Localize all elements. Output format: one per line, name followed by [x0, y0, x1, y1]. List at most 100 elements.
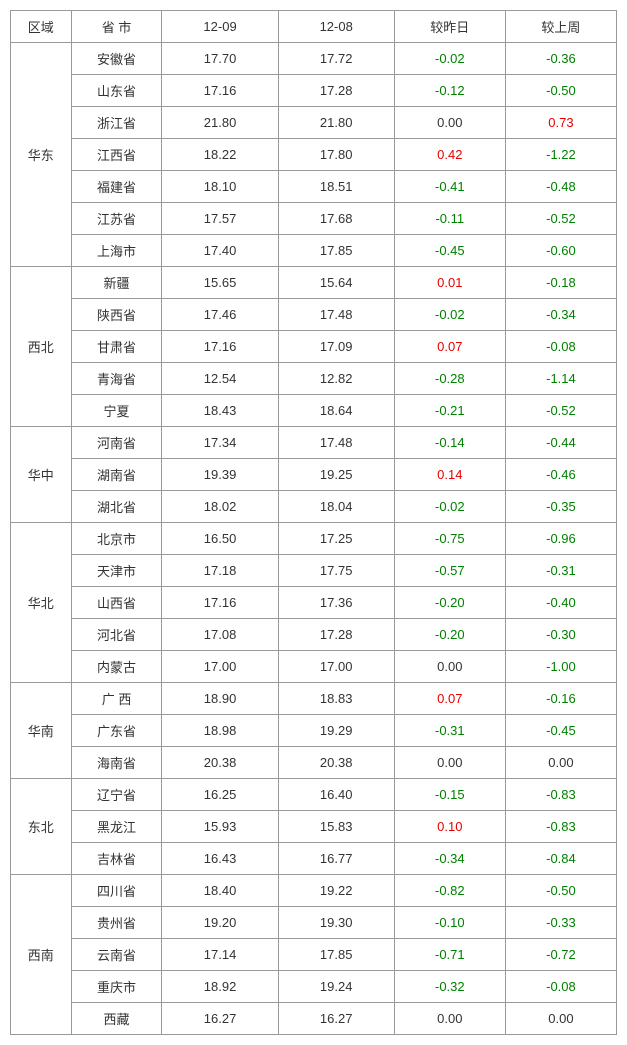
date1-cell: 17.18: [162, 555, 278, 587]
diff-day-cell: -0.14: [394, 427, 505, 459]
diff-week-cell: -0.52: [505, 203, 616, 235]
date1-cell: 17.34: [162, 427, 278, 459]
province-cell: 天津市: [71, 555, 162, 587]
date2-cell: 17.36: [278, 587, 394, 619]
diff-day-cell: -0.11: [394, 203, 505, 235]
date1-cell: 17.08: [162, 619, 278, 651]
diff-day-cell: -0.57: [394, 555, 505, 587]
date2-cell: 19.29: [278, 715, 394, 747]
province-cell: 江苏省: [71, 203, 162, 235]
date1-cell: 17.14: [162, 939, 278, 971]
header-diff-day: 较昨日: [394, 11, 505, 43]
province-cell: 西藏: [71, 1003, 162, 1035]
diff-week-cell: -0.18: [505, 267, 616, 299]
date2-cell: 17.09: [278, 331, 394, 363]
region-cell: 东北: [11, 779, 72, 875]
diff-day-cell: 0.07: [394, 683, 505, 715]
diff-day-cell: 0.14: [394, 459, 505, 491]
province-cell: 贵州省: [71, 907, 162, 939]
diff-day-cell: -0.28: [394, 363, 505, 395]
diff-day-cell: -0.82: [394, 875, 505, 907]
table-header: 区域 省 市 12-09 12-08 较昨日 较上周: [11, 11, 617, 43]
date2-cell: 17.28: [278, 619, 394, 651]
diff-week-cell: 0.73: [505, 107, 616, 139]
table-row: 云南省17.1417.85-0.71-0.72: [11, 939, 617, 971]
table-row: 陕西省17.4617.48-0.02-0.34: [11, 299, 617, 331]
date2-cell: 17.68: [278, 203, 394, 235]
date1-cell: 17.40: [162, 235, 278, 267]
diff-week-cell: -0.50: [505, 875, 616, 907]
diff-day-cell: -0.02: [394, 299, 505, 331]
diff-week-cell: -0.40: [505, 587, 616, 619]
table-row: 上海市17.4017.85-0.45-0.60: [11, 235, 617, 267]
table-row: 山东省17.1617.28-0.12-0.50: [11, 75, 617, 107]
date2-cell: 15.64: [278, 267, 394, 299]
date2-cell: 17.28: [278, 75, 394, 107]
table-row: 吉林省16.4316.77-0.34-0.84: [11, 843, 617, 875]
date2-cell: 17.00: [278, 651, 394, 683]
diff-day-cell: 0.00: [394, 747, 505, 779]
province-cell: 黑龙江: [71, 811, 162, 843]
province-cell: 山西省: [71, 587, 162, 619]
diff-day-cell: 0.00: [394, 107, 505, 139]
province-cell: 宁夏: [71, 395, 162, 427]
table-row: 山西省17.1617.36-0.20-0.40: [11, 587, 617, 619]
table-row: 天津市17.1817.75-0.57-0.31: [11, 555, 617, 587]
province-cell: 青海省: [71, 363, 162, 395]
diff-day-cell: -0.75: [394, 523, 505, 555]
province-cell: 湖南省: [71, 459, 162, 491]
diff-day-cell: -0.10: [394, 907, 505, 939]
province-cell: 内蒙古: [71, 651, 162, 683]
date2-cell: 18.83: [278, 683, 394, 715]
province-cell: 湖北省: [71, 491, 162, 523]
table-row: 东北辽宁省16.2516.40-0.15-0.83: [11, 779, 617, 811]
date1-cell: 18.98: [162, 715, 278, 747]
date2-cell: 17.75: [278, 555, 394, 587]
diff-week-cell: -1.22: [505, 139, 616, 171]
diff-day-cell: 0.10: [394, 811, 505, 843]
table-row: 贵州省19.2019.30-0.10-0.33: [11, 907, 617, 939]
diff-day-cell: -0.31: [394, 715, 505, 747]
date2-cell: 18.51: [278, 171, 394, 203]
diff-day-cell: -0.15: [394, 779, 505, 811]
date1-cell: 18.92: [162, 971, 278, 1003]
province-cell: 辽宁省: [71, 779, 162, 811]
date1-cell: 17.70: [162, 43, 278, 75]
province-cell: 河北省: [71, 619, 162, 651]
date2-cell: 20.38: [278, 747, 394, 779]
table-row: 江苏省17.5717.68-0.11-0.52: [11, 203, 617, 235]
region-cell: 华北: [11, 523, 72, 683]
diff-week-cell: -0.35: [505, 491, 616, 523]
table-row: 福建省18.1018.51-0.41-0.48: [11, 171, 617, 203]
table-row: 浙江省21.8021.800.000.73: [11, 107, 617, 139]
diff-day-cell: 0.00: [394, 1003, 505, 1035]
diff-week-cell: -0.44: [505, 427, 616, 459]
date1-cell: 17.57: [162, 203, 278, 235]
date1-cell: 18.43: [162, 395, 278, 427]
province-cell: 安徽省: [71, 43, 162, 75]
diff-day-cell: -0.21: [394, 395, 505, 427]
table-row: 黑龙江15.9315.830.10-0.83: [11, 811, 617, 843]
date2-cell: 17.48: [278, 299, 394, 331]
province-cell: 广东省: [71, 715, 162, 747]
diff-week-cell: 0.00: [505, 1003, 616, 1035]
header-date2: 12-08: [278, 11, 394, 43]
table-row: 江西省18.2217.800.42-1.22: [11, 139, 617, 171]
table-row: 华南广 西18.9018.830.07-0.16: [11, 683, 617, 715]
diff-day-cell: -0.20: [394, 619, 505, 651]
province-cell: 北京市: [71, 523, 162, 555]
diff-week-cell: -0.60: [505, 235, 616, 267]
date1-cell: 17.16: [162, 331, 278, 363]
date2-cell: 12.82: [278, 363, 394, 395]
diff-week-cell: 0.00: [505, 747, 616, 779]
province-cell: 海南省: [71, 747, 162, 779]
table-row: 海南省20.3820.380.000.00: [11, 747, 617, 779]
province-cell: 河南省: [71, 427, 162, 459]
diff-week-cell: -0.46: [505, 459, 616, 491]
table-row: 西藏16.2716.270.000.00: [11, 1003, 617, 1035]
diff-week-cell: -0.08: [505, 331, 616, 363]
diff-day-cell: -0.02: [394, 491, 505, 523]
date1-cell: 18.90: [162, 683, 278, 715]
diff-week-cell: -0.72: [505, 939, 616, 971]
diff-day-cell: 0.07: [394, 331, 505, 363]
